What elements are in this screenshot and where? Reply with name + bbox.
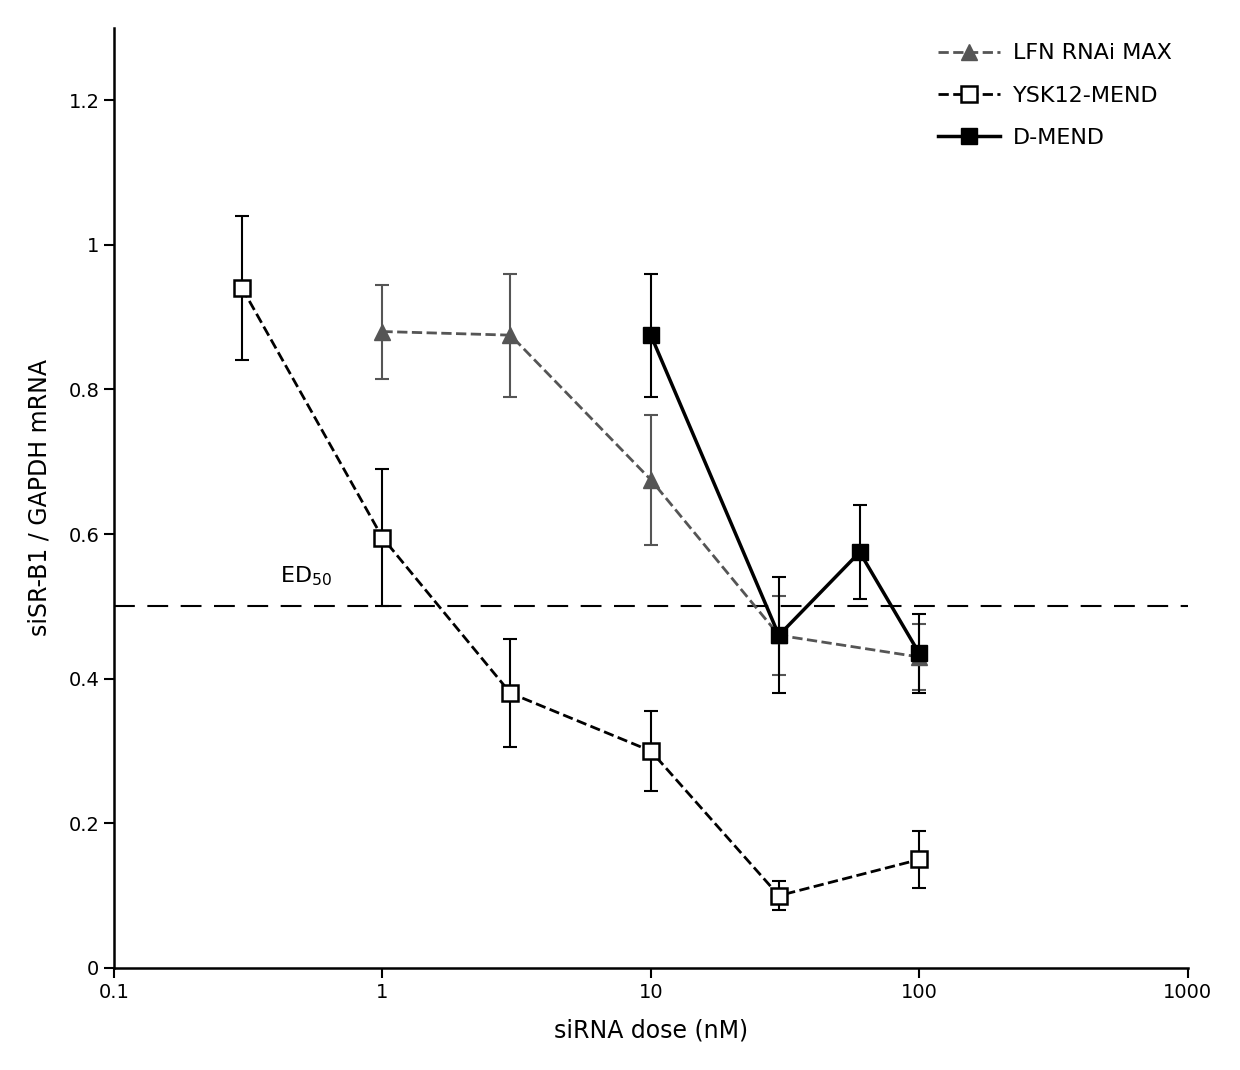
Line: YSK12-MEND: YSK12-MEND: [234, 280, 926, 903]
Line: LFN RNAi MAX: LFN RNAi MAX: [374, 324, 926, 664]
D-MEND: [911, 647, 926, 660]
LFN RNAi MAX: [911, 651, 926, 663]
D-MEND: [644, 328, 658, 341]
YSK12-MEND: [911, 853, 926, 866]
X-axis label: siRNA dose (nM): siRNA dose (nM): [554, 1019, 748, 1042]
Line: D-MEND: D-MEND: [644, 327, 926, 661]
LFN RNAi MAX: [374, 325, 389, 338]
LFN RNAi MAX: [771, 629, 786, 642]
YSK12-MEND: [771, 889, 786, 902]
LFN RNAi MAX: [644, 473, 658, 486]
YSK12-MEND: [503, 687, 518, 700]
D-MEND: [852, 546, 867, 559]
Y-axis label: siSR-B1 / GAPDH mRNA: siSR-B1 / GAPDH mRNA: [27, 360, 52, 637]
YSK12-MEND: [644, 745, 658, 758]
Text: ED$_{50}$: ED$_{50}$: [280, 565, 332, 588]
LFN RNAi MAX: [503, 328, 518, 341]
D-MEND: [771, 629, 786, 642]
YSK12-MEND: [234, 281, 249, 294]
Legend: LFN RNAi MAX, YSK12-MEND, D-MEND: LFN RNAi MAX, YSK12-MEND, D-MEND: [929, 34, 1180, 156]
YSK12-MEND: [374, 531, 389, 544]
